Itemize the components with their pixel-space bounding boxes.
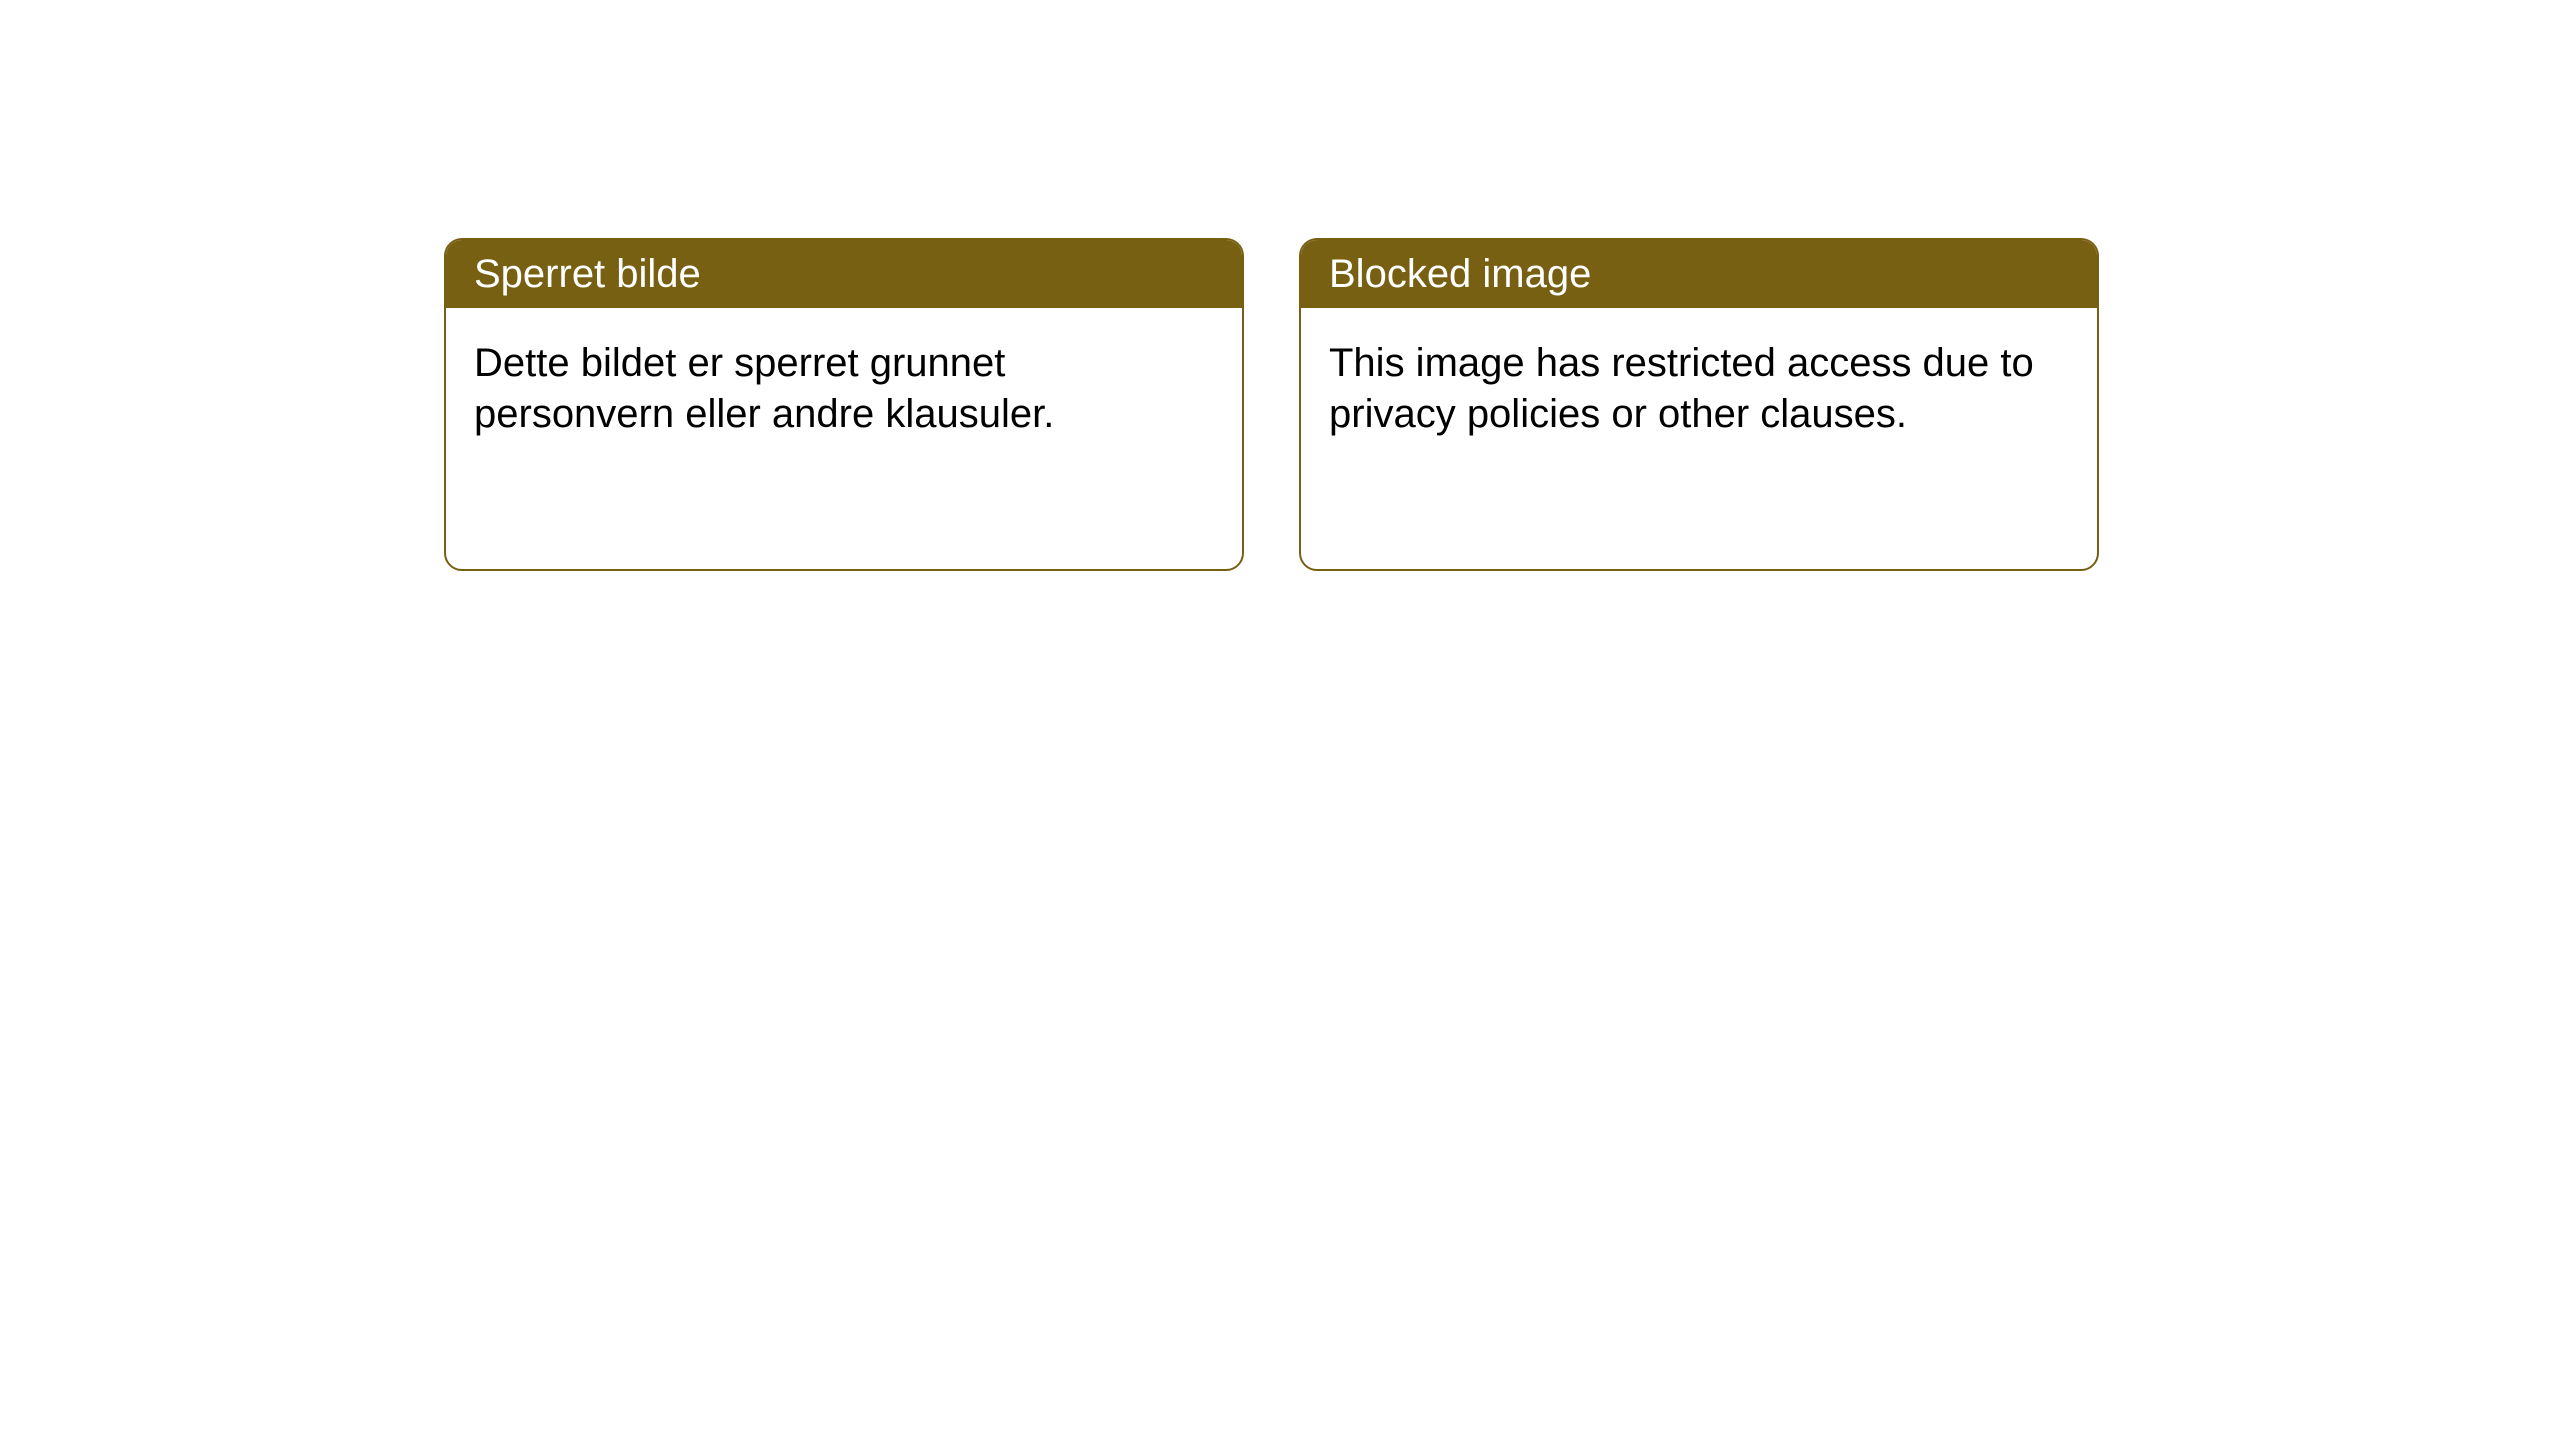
notice-title-no: Sperret bilde — [446, 240, 1242, 308]
notice-body-no: Dette bildet er sperret grunnet personve… — [446, 308, 1242, 470]
notice-title-en: Blocked image — [1301, 240, 2097, 308]
notice-body-en: This image has restricted access due to … — [1301, 308, 2097, 470]
notice-card-en: Blocked image This image has restricted … — [1299, 238, 2099, 571]
notice-card-no: Sperret bilde Dette bildet er sperret gr… — [444, 238, 1244, 571]
notice-container: Sperret bilde Dette bildet er sperret gr… — [444, 238, 2099, 571]
